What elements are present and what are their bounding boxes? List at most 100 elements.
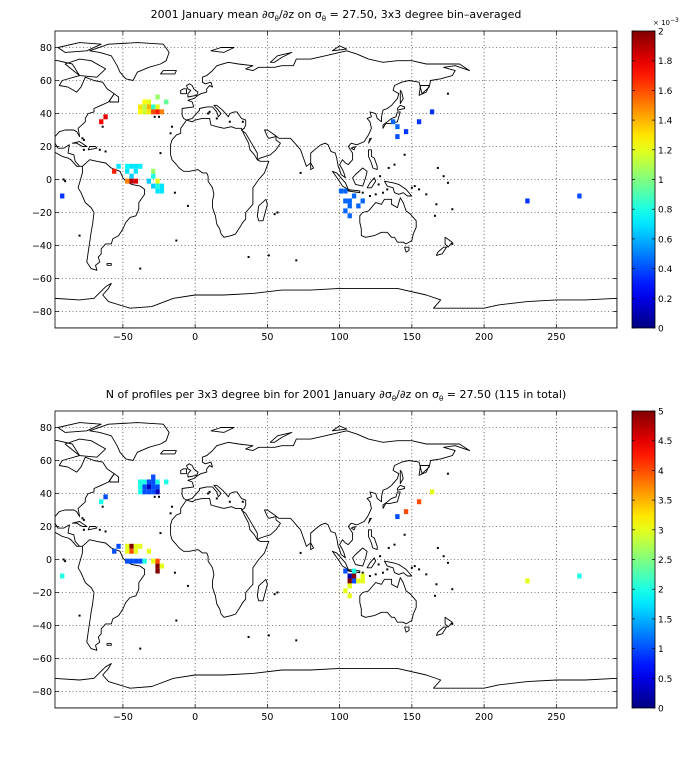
bin-cell bbox=[416, 119, 422, 125]
bin-cell bbox=[103, 114, 108, 120]
bin-cell bbox=[112, 168, 117, 174]
colorbar-gradient bbox=[631, 410, 656, 709]
y-tick-label: 80 bbox=[40, 423, 52, 434]
islet bbox=[158, 495, 161, 498]
bin-cell bbox=[403, 509, 409, 515]
x-tick-label: 250 bbox=[547, 712, 565, 723]
bin-cell bbox=[133, 548, 139, 554]
bin-cell bbox=[343, 588, 348, 594]
islet bbox=[158, 115, 161, 118]
coastline bbox=[382, 111, 401, 129]
coastline bbox=[368, 517, 372, 524]
bin-cell bbox=[155, 568, 160, 574]
bin-cell bbox=[151, 183, 156, 189]
islet bbox=[64, 180, 67, 183]
y-tick-label: 20 bbox=[40, 522, 52, 533]
bin-cell bbox=[151, 489, 156, 495]
bin-cell bbox=[151, 558, 156, 564]
islet bbox=[267, 254, 270, 257]
bin-cell bbox=[129, 173, 134, 179]
y-tick-label: −80 bbox=[32, 307, 52, 318]
islet bbox=[433, 214, 436, 217]
islet bbox=[247, 256, 250, 259]
y-tick-label: 60 bbox=[40, 456, 52, 467]
bin-cell bbox=[395, 514, 400, 520]
coastline bbox=[160, 70, 177, 75]
coastline bbox=[350, 146, 356, 151]
islet bbox=[159, 532, 162, 535]
bin-cell bbox=[138, 104, 143, 110]
bin-cell bbox=[138, 558, 143, 564]
coastline bbox=[418, 465, 430, 476]
bin-cell bbox=[60, 573, 65, 579]
islet bbox=[62, 558, 65, 561]
chart-title: 2001 January mean ∂σθ/∂z on σθ = 27.50, … bbox=[151, 8, 522, 23]
coastline bbox=[256, 198, 268, 222]
islet bbox=[299, 551, 302, 554]
coastline bbox=[15, 436, 25, 441]
islet bbox=[446, 92, 449, 95]
coastline bbox=[22, 439, 48, 446]
colorbar-tick-label: 1 bbox=[658, 645, 664, 655]
bin-cell bbox=[577, 573, 582, 579]
islet bbox=[241, 500, 244, 503]
bin-cell bbox=[133, 178, 139, 184]
islet bbox=[139, 647, 142, 650]
x-tick-label: 150 bbox=[403, 332, 421, 343]
bin-cell bbox=[155, 563, 160, 569]
bin-cell bbox=[360, 573, 365, 579]
islet bbox=[403, 153, 406, 156]
coastline bbox=[210, 47, 235, 53]
bin-cell bbox=[103, 494, 108, 500]
bin-cell bbox=[159, 188, 165, 194]
colorbar-tick-label: 2 bbox=[658, 586, 664, 596]
coastline bbox=[366, 177, 377, 189]
islet bbox=[104, 150, 107, 153]
islet bbox=[295, 259, 298, 262]
islet bbox=[379, 555, 382, 558]
islet bbox=[98, 528, 101, 531]
bin-cell bbox=[146, 489, 152, 495]
grid bbox=[55, 411, 617, 708]
x-tick-label: −50 bbox=[113, 332, 133, 343]
islet bbox=[451, 622, 454, 625]
coastline bbox=[396, 484, 406, 491]
y-tick-label: 60 bbox=[40, 76, 52, 87]
islet bbox=[104, 530, 107, 533]
islet bbox=[436, 546, 439, 549]
bin-cell bbox=[125, 178, 130, 184]
y-tick-label: −60 bbox=[32, 654, 52, 665]
coastline bbox=[87, 526, 98, 531]
bin-cell bbox=[146, 109, 152, 115]
coastline bbox=[352, 167, 368, 187]
islet bbox=[6, 469, 8, 471]
islet bbox=[442, 555, 445, 558]
coastline bbox=[331, 425, 348, 432]
coastline bbox=[383, 560, 413, 577]
bin-cell bbox=[142, 489, 147, 495]
coastline bbox=[160, 450, 177, 455]
y-tick-label: −20 bbox=[32, 588, 52, 599]
islet bbox=[410, 566, 413, 569]
bin-cell bbox=[125, 163, 130, 169]
bin-cell bbox=[429, 489, 435, 495]
coastline bbox=[180, 88, 187, 95]
coastline bbox=[346, 188, 361, 194]
colorbar: 0 0.2 0.4 0.6 0.8 1 1.2 1.4 1.6 1.8 2× 10−3 bbox=[631, 17, 679, 335]
coastline bbox=[350, 526, 356, 531]
coastline bbox=[170, 117, 270, 238]
bin-cell bbox=[138, 489, 143, 495]
bin-cell bbox=[390, 119, 396, 125]
islet bbox=[386, 568, 389, 571]
islet bbox=[171, 505, 174, 508]
x-tick-label: 100 bbox=[331, 712, 349, 723]
coastline bbox=[57, 42, 102, 53]
islet bbox=[387, 546, 390, 549]
bin-cell bbox=[125, 543, 130, 549]
islet bbox=[81, 137, 84, 140]
bin-cell bbox=[151, 168, 156, 174]
colorbar-tick-label: 5 bbox=[658, 408, 664, 418]
bin-cell bbox=[347, 578, 352, 584]
bin-cell bbox=[155, 94, 160, 100]
